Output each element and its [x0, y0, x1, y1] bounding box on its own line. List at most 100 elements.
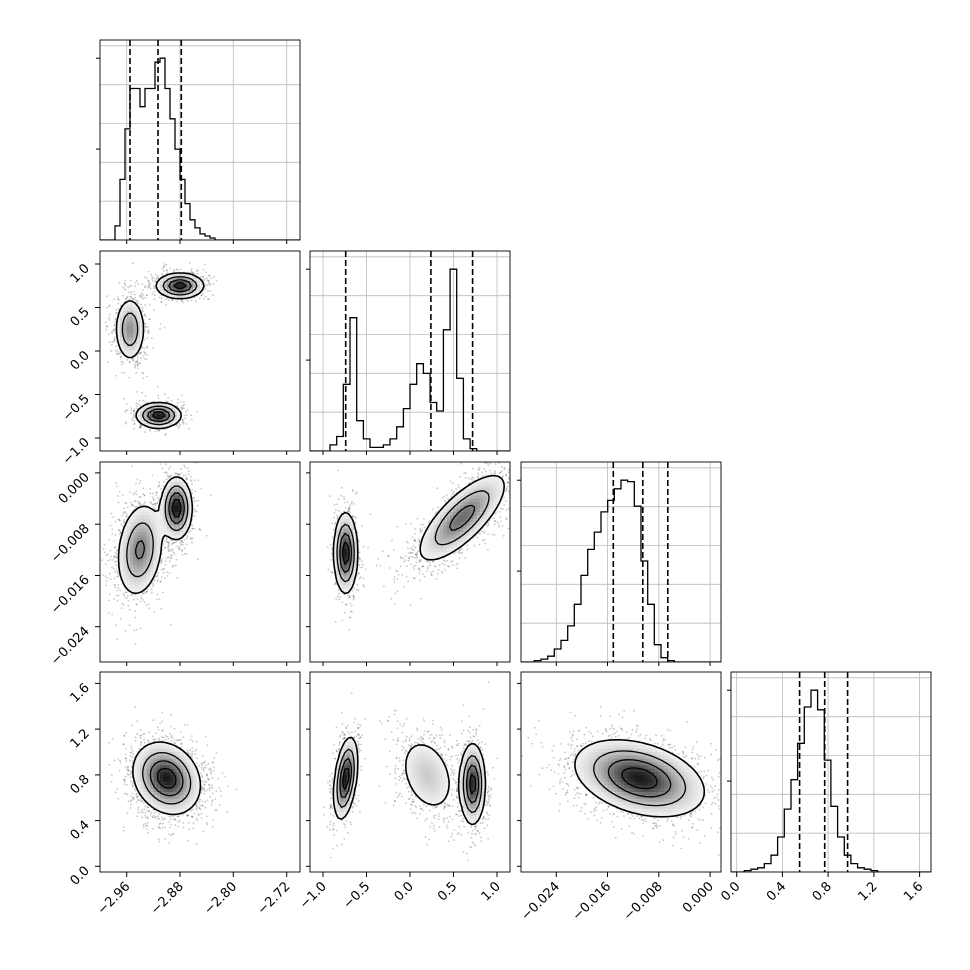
scatter-point: [182, 423, 185, 425]
scatter-point: [160, 568, 163, 571]
density-cell: [176, 485, 181, 490]
density-cell: [126, 582, 131, 586]
scatter-point: [147, 603, 150, 606]
scatter-point: [193, 508, 196, 511]
scatter-point: [163, 480, 165, 483]
scatter-point: [158, 817, 161, 820]
density-cell: [120, 311, 124, 315]
scatter-point: [208, 274, 211, 277]
scatter-point: [139, 425, 142, 428]
density-cell: [150, 424, 154, 429]
density-cell: [140, 518, 144, 523]
density-cell: [140, 575, 144, 580]
scatter-point: [202, 292, 204, 295]
scatter-point: [192, 272, 195, 275]
scatter-point: [115, 349, 117, 352]
scatter-point: [117, 797, 120, 800]
scatter-point: [106, 553, 109, 556]
density-cell: [136, 417, 141, 422]
scatter-point: [191, 483, 194, 485]
scatter-point: [142, 492, 145, 495]
scatter-point: [142, 372, 145, 375]
density-cell: [180, 502, 184, 506]
density-cell: [143, 525, 148, 530]
density-cell: [180, 287, 184, 292]
density-cell: [123, 304, 128, 309]
scatter-point: [165, 537, 168, 540]
scatter-point: [181, 543, 184, 546]
scatter-point: [188, 749, 191, 752]
scatter-point: [183, 401, 185, 403]
density-cell: [136, 588, 141, 593]
scatter-point: [112, 516, 115, 518]
density-cell: [170, 421, 174, 425]
scatter-point: [129, 290, 132, 293]
scatter-point: [135, 299, 138, 302]
scatter-point: [135, 493, 138, 496]
scatter-point: [140, 347, 143, 350]
density-cell: [120, 334, 124, 339]
density-cell: [176, 518, 181, 523]
scatter-point: [145, 294, 148, 297]
density-cell: [126, 324, 131, 329]
scatter-point: [206, 789, 209, 792]
density-cell: [140, 585, 144, 590]
scatter-point: [163, 266, 166, 268]
scatter-point: [153, 285, 155, 288]
scatter-point: [120, 523, 123, 525]
density-cell: [153, 424, 158, 429]
scatter-point: [165, 303, 168, 306]
density-cell: [143, 518, 148, 523]
scatter-point: [137, 302, 140, 305]
density-cell: [143, 545, 148, 550]
density-cell: [150, 414, 154, 419]
density-cell: [146, 542, 151, 546]
scatter-point: [166, 556, 169, 559]
scatter-point: [180, 472, 183, 475]
density-cell: [126, 532, 131, 536]
density-cell: [130, 525, 134, 530]
scatter-point: [136, 478, 139, 481]
scatter-point: [194, 510, 197, 512]
scatter-point: [130, 765, 133, 768]
scatter-point: [192, 827, 194, 830]
density-cell: [180, 488, 184, 493]
scatter-point: [210, 277, 213, 280]
scatter-point: [140, 424, 143, 427]
scatter-point: [191, 271, 194, 274]
scatter-point: [135, 490, 138, 492]
scatter-point: [145, 590, 148, 593]
scatter-point: [144, 323, 147, 325]
density-cell: [153, 552, 158, 556]
scatter-point: [196, 410, 199, 413]
scatter-point: [106, 306, 109, 309]
scatter-point: [178, 546, 181, 549]
density-cell: [173, 512, 178, 516]
scatter-point: [161, 558, 163, 560]
scatter-point: [122, 604, 125, 606]
scatter-point: [129, 279, 132, 282]
scatter-point: [174, 473, 177, 475]
scatter-point: [218, 803, 221, 806]
density-cell: [150, 542, 154, 546]
density-cell: [143, 535, 148, 540]
density-cell: [156, 548, 161, 553]
scatter-point: [201, 776, 204, 779]
scatter-point: [143, 494, 146, 497]
scatter-point: [164, 546, 167, 549]
scatter-point: [125, 731, 128, 734]
density-cell: [183, 274, 188, 279]
scatter-point: [179, 268, 182, 271]
density-cell: [140, 522, 144, 526]
density-cell: [116, 327, 121, 332]
density-cell: [153, 525, 158, 530]
density-cell: [150, 508, 154, 513]
density-cell: [130, 558, 134, 563]
density-cell: [183, 495, 188, 500]
scatter-point: [147, 329, 150, 331]
scatter-point: [139, 426, 142, 429]
density-cell: [156, 281, 161, 285]
scatter-point: [153, 287, 156, 290]
scatter-point: [181, 541, 184, 544]
density-cell: [126, 548, 131, 553]
